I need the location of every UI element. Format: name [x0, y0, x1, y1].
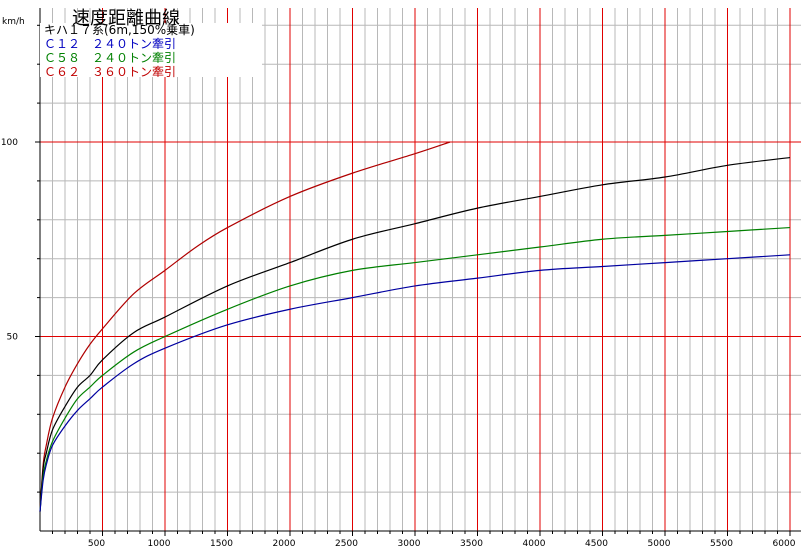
series-line-c62	[39, 141, 451, 512]
legend-box	[40, 23, 262, 77]
x-tick-label: 3500	[460, 539, 483, 549]
x-tick-label: 5500	[710, 539, 733, 549]
series-line-c12	[39, 254, 791, 512]
x-tick-label: 6000	[773, 539, 796, 549]
series-line-c58	[39, 226, 791, 512]
x-tick-label: 3000	[398, 539, 421, 549]
chart-title: 速度距離曲線	[72, 8, 180, 29]
y-tick-label: 100	[1, 138, 18, 148]
legend-entry-c62: Ｃ６２ ３６０トン牽引	[44, 65, 177, 79]
y-tick-label: 50	[7, 333, 19, 343]
y-axis-unit-label: km/h	[2, 17, 25, 27]
x-tick-label: 4000	[523, 539, 546, 549]
x-tick-label: 1500	[210, 539, 233, 549]
x-tick-label: 2000	[273, 539, 296, 549]
series-line-c11	[39, 156, 791, 512]
legend-entry-c58: Ｃ５８ ２４０トン牽引	[44, 51, 177, 65]
legend-entry-c12: Ｃ１２ ２４０トン牽引	[44, 37, 177, 51]
chart-subtitle: キハ１７系(6m,150%乗車)	[44, 23, 195, 37]
x-tick-label: 500	[88, 539, 105, 549]
x-tick-label: 1000	[148, 539, 171, 549]
x-tick-label: 5000	[648, 539, 671, 549]
x-tick-label: 2500	[335, 539, 358, 549]
x-tick-label: 4500	[585, 539, 608, 549]
